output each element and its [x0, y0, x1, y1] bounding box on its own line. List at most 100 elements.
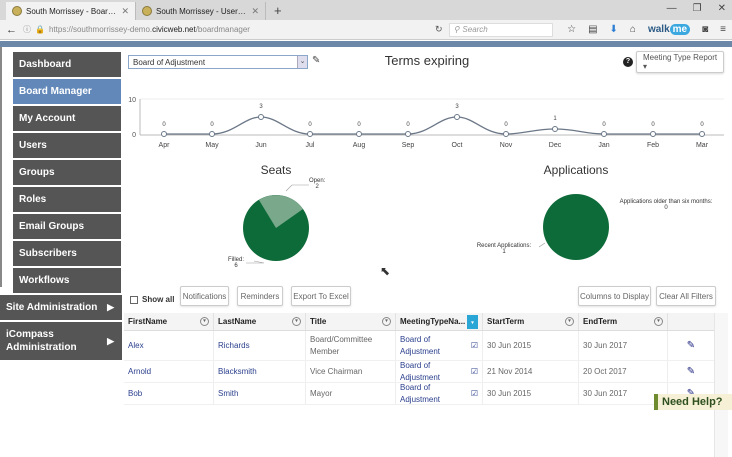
reload-icon[interactable]: ↻ — [435, 24, 443, 34]
table-row[interactable]: Bob Smith Mayor Board of Adjustment ☑ 30… — [124, 383, 714, 405]
browser-tab-board[interactable]: South Morrissey - Board ... ✕ — [6, 2, 136, 20]
edit-icon[interactable]: ☑ — [470, 340, 478, 350]
svg-text:0: 0 — [162, 122, 166, 128]
notifications-button[interactable]: Notifications — [180, 286, 229, 306]
cell-lastname[interactable]: Smith — [214, 383, 306, 404]
need-help-button[interactable]: Need Help? — [654, 394, 732, 410]
column-header-meetingtype[interactable]: MeetingTypeNa... ▾ — [396, 313, 483, 330]
meeting-type-report-dropdown[interactable]: Meeting Type Report ▾ — [636, 51, 724, 73]
help-icon[interactable]: ? — [623, 57, 633, 67]
filter-icon[interactable]: ▾ — [200, 317, 209, 326]
svg-text:Dec: Dec — [549, 142, 562, 149]
chevron-right-icon: ▶ — [107, 302, 114, 312]
column-header-endterm[interactable]: EndTerm ▾ — [579, 313, 668, 330]
reminders-button[interactable]: Reminders — [237, 286, 283, 306]
column-header-firstname[interactable]: FirstName ▾ — [124, 313, 214, 330]
new-tab-button[interactable]: + — [274, 3, 282, 18]
home-icon[interactable]: ⌂ — [629, 24, 636, 35]
close-tab-icon[interactable]: ✕ — [121, 5, 129, 16]
cell-title: Vice Chairman — [306, 361, 396, 382]
svg-text:Mar: Mar — [696, 142, 709, 149]
cell-meetingtype[interactable]: Board of Adjustment ☑ — [396, 383, 483, 404]
cell-startterm: 21 Nov 2014 — [483, 361, 579, 382]
cell-startterm: 30 Jun 2015 — [483, 383, 579, 404]
columns-to-display-button[interactable]: Columns to Display — [578, 286, 651, 306]
bookmark-star-icon[interactable]: ☆ — [567, 24, 577, 35]
info-icon[interactable]: ⓘ — [23, 25, 31, 34]
filter-active-icon[interactable]: ▾ — [467, 314, 478, 329]
svg-text:Apr: Apr — [159, 142, 171, 149]
download-icon[interactable]: ⬇ — [609, 24, 618, 35]
tab-label: South Morrissey - Board ... — [26, 6, 118, 16]
svg-text:0: 0 — [700, 122, 704, 128]
menu-hamburger-icon[interactable]: ≡ — [720, 24, 726, 35]
sidebar-item-label: My Account — [19, 113, 76, 124]
sidebar-item-site-administration[interactable]: Site Administration ▶ — [0, 295, 122, 320]
checkbox-icon[interactable] — [130, 295, 138, 304]
cell-firstname[interactable]: Bob — [124, 383, 214, 404]
cell-title: Mayor — [306, 383, 396, 404]
export-to-excel-button[interactable]: Export To Excel — [291, 286, 351, 306]
filter-icon[interactable]: ▾ — [565, 317, 574, 326]
close-tab-icon[interactable]: ✕ — [251, 5, 259, 16]
cell-endterm: 30 Jun 2017 — [579, 383, 668, 404]
sidebar-item-users[interactable]: Users — [13, 133, 121, 158]
walkme-logo[interactable]: walk me — [648, 24, 691, 35]
minimize-icon[interactable]: — — [666, 3, 677, 14]
show-all-checkbox[interactable]: Show all — [130, 295, 174, 304]
browser-navbar: ← ⓘ 🔒 https://southmorrissey-demo.civicw… — [0, 20, 732, 40]
grid-scrollbar[interactable] — [714, 313, 728, 457]
edit-board-icon[interactable]: ✎ — [312, 55, 321, 66]
sidebar-item-icompass-administration[interactable]: iCompass Administration ▶ — [0, 322, 122, 360]
edit-icon[interactable]: ☑ — [470, 388, 478, 398]
cell-firstname[interactable]: Arnold — [124, 361, 214, 382]
pencil-edit-icon[interactable]: ✎ — [686, 365, 696, 377]
restore-icon[interactable]: ❐ — [692, 3, 702, 14]
cell-meetingtype[interactable]: Board of Adjustment ☑ — [396, 361, 483, 382]
svg-text:Nov: Nov — [500, 142, 513, 149]
back-arrow-icon[interactable]: ← — [6, 23, 17, 36]
clear-all-filters-button[interactable]: Clear All Filters — [656, 286, 716, 306]
sidebar-item-workflows[interactable]: Workflows — [13, 268, 121, 293]
reading-list-icon[interactable]: ▤ — [588, 24, 598, 35]
cell-meetingtype[interactable]: Board of Adjustment ☑ — [396, 331, 483, 360]
app-header-bar — [0, 41, 732, 47]
close-window-icon[interactable]: ✕ — [717, 3, 726, 14]
pencil-edit-icon[interactable]: ✎ — [686, 387, 696, 399]
address-bar[interactable]: ⓘ 🔒 https://southmorrissey-demo.civicweb… — [23, 22, 423, 37]
search-icon: ⚲ — [453, 25, 460, 34]
sidebar-item-label: Users — [19, 140, 47, 151]
pencil-edit-icon[interactable]: ✎ — [686, 339, 696, 351]
browser-search-input[interactable]: ⚲ Search — [448, 22, 554, 37]
cell-lastname[interactable]: Richards — [214, 331, 306, 360]
cell-firstname[interactable]: Alex — [124, 331, 214, 360]
grid-header: FirstName ▾ LastName ▾ Title ▾ MeetingTypeN… — [124, 313, 714, 331]
column-header-startterm[interactable]: StartTerm ▾ — [483, 313, 579, 330]
column-header-actions — [668, 313, 714, 330]
filter-icon[interactable]: ▾ — [654, 317, 663, 326]
svg-text:0: 0 — [132, 132, 136, 139]
pocket-icon[interactable]: ◙ — [702, 24, 709, 35]
applications-old-label: Applications older than six months: 0 — [619, 199, 713, 211]
column-header-title[interactable]: Title ▾ — [306, 313, 396, 330]
table-row[interactable]: Alex Richards Board/Committee Member Boa… — [124, 331, 714, 361]
sidebar-item-label: Workflows — [19, 275, 70, 286]
board-select[interactable]: Board of Adjustment ⌄ — [128, 55, 308, 69]
sidebar-item-subscribers[interactable]: Subscribers — [13, 241, 121, 266]
column-header-lastname[interactable]: LastName ▾ — [214, 313, 306, 330]
cell-lastname[interactable]: Blacksmith — [214, 361, 306, 382]
site-favicon-icon — [142, 6, 152, 16]
table-row[interactable]: Arnold Blacksmith Vice Chairman Board of… — [124, 361, 714, 383]
browser-tab-user[interactable]: South Morrissey - User De... ✕ — [136, 2, 266, 20]
chevron-down-icon[interactable]: ⌄ — [297, 56, 307, 68]
filter-icon[interactable]: ▾ — [382, 317, 391, 326]
edit-icon[interactable]: ☑ — [470, 366, 478, 376]
filter-icon[interactable]: ▾ — [292, 317, 301, 326]
svg-text:0: 0 — [357, 122, 361, 128]
sidebar-item-dashboard[interactable]: Dashboard — [13, 52, 121, 77]
sidebar-item-my-account[interactable]: My Account — [13, 106, 121, 131]
sidebar-item-groups[interactable]: Groups — [13, 160, 121, 185]
sidebar-item-roles[interactable]: Roles — [13, 187, 121, 212]
sidebar-item-email-groups[interactable]: Email Groups — [13, 214, 121, 239]
sidebar-item-board-manager[interactable]: Board Manager — [13, 79, 121, 104]
